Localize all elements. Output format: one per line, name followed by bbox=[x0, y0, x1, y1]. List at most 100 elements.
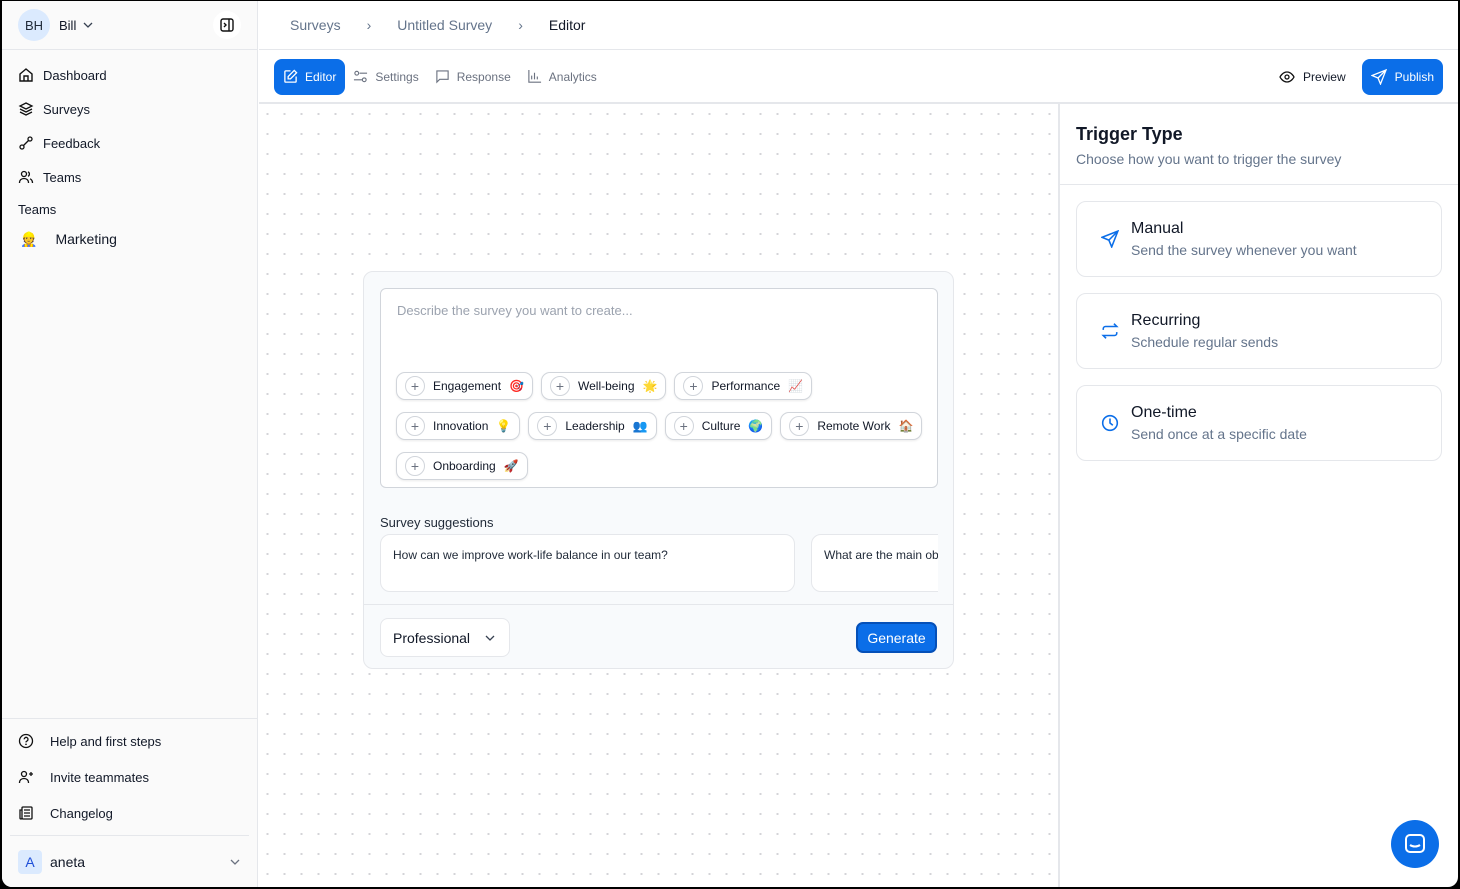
topic-chip[interactable]: + Well-being 🌟 bbox=[541, 372, 667, 400]
tab-editor[interactable]: Editor bbox=[274, 58, 346, 95]
changelog-label: Changelog bbox=[50, 805, 113, 821]
invite-label: Invite teammates bbox=[50, 769, 149, 785]
topic-chips: + Engagement 🎯 + Well-being 🌟 + Performance 📈 + In… bbox=[396, 372, 936, 480]
chip-label: Culture bbox=[701, 419, 741, 433]
tab-bar: Editor Settings Response Analytics Previ… bbox=[259, 51, 1458, 104]
tab-settings[interactable]: Settings bbox=[345, 59, 426, 95]
breadcrumb-surveys[interactable]: Surveys bbox=[290, 17, 341, 33]
plus-icon: + bbox=[673, 416, 694, 436]
suggestion-card[interactable]: How can we improve work-life balance in … bbox=[380, 534, 795, 592]
tab-response[interactable]: Response bbox=[427, 59, 519, 95]
user-plus-icon bbox=[18, 770, 33, 784]
topic-chip[interactable]: + Innovation 💡 bbox=[396, 412, 521, 440]
tone-value: Professional bbox=[393, 629, 471, 646]
publish-button[interactable]: Publish bbox=[1361, 58, 1443, 95]
chevron-right-icon: › bbox=[518, 17, 523, 33]
publish-label: Publish bbox=[1394, 69, 1434, 84]
tab-label: Response bbox=[456, 69, 511, 84]
chip-label: Innovation bbox=[433, 419, 489, 433]
survey-description-input[interactable]: Describe the survey you want to create..… bbox=[380, 288, 938, 488]
bar-chart-icon bbox=[528, 69, 541, 83]
trigger-option-recurring[interactable]: Recurring Schedule regular sends bbox=[1076, 293, 1442, 369]
breadcrumb: Surveys › Untitled Survey › Editor bbox=[259, 1, 1458, 50]
tab-label: Editor bbox=[305, 69, 337, 84]
tone-select[interactable]: Professional bbox=[380, 618, 510, 657]
trigger-option-one-time[interactable]: One-time Send once at a specific date bbox=[1076, 385, 1442, 461]
plus-icon: + bbox=[683, 376, 704, 396]
send-icon bbox=[1101, 230, 1119, 248]
topic-chip[interactable]: + Performance 📈 bbox=[674, 372, 813, 400]
generate-button[interactable]: Generate bbox=[856, 622, 937, 653]
account-switcher[interactable]: A aneta bbox=[10, 835, 249, 887]
chip-emoji-icon: 🌍 bbox=[748, 419, 764, 433]
chip-emoji-icon: 🌟 bbox=[642, 379, 658, 393]
edit-icon bbox=[284, 69, 298, 83]
sidebar-item-dashboard[interactable]: Dashboard bbox=[18, 58, 241, 92]
trigger-subtitle: Choose how you want to trigger the surve… bbox=[1076, 151, 1342, 167]
plus-icon: + bbox=[405, 416, 425, 436]
editor-canvas: Describe the survey you want to create..… bbox=[259, 104, 1060, 887]
topic-chip[interactable]: + Remote Work 🏠 bbox=[780, 412, 923, 440]
chat-icon bbox=[1405, 834, 1425, 853]
sidebar: BH Bill Dashboard Surveys Feedback Teams… bbox=[2, 1, 258, 887]
sidebar-header: BH Bill bbox=[2, 1, 257, 50]
invite-link[interactable]: Invite teammates bbox=[18, 759, 241, 795]
suggestion-card[interactable]: What are the main ob bbox=[811, 534, 938, 592]
sidebar-item-teams[interactable]: Teams bbox=[18, 160, 241, 194]
team-label: Marketing bbox=[55, 231, 117, 247]
clock-icon bbox=[1101, 414, 1119, 432]
account-name: aneta bbox=[50, 853, 86, 870]
divider bbox=[364, 604, 953, 605]
topic-chip[interactable]: + Engagement 🎯 bbox=[396, 372, 534, 400]
chip-label: Onboarding bbox=[433, 459, 496, 473]
sidebar-item-label: Feedback bbox=[43, 135, 101, 151]
chevron-down-icon bbox=[230, 859, 240, 865]
survey-generator-card: Describe the survey you want to create..… bbox=[363, 271, 954, 669]
chip-label: Engagement bbox=[433, 379, 502, 393]
breadcrumb-survey[interactable]: Untitled Survey bbox=[397, 17, 493, 33]
help-link[interactable]: Help and first steps bbox=[18, 723, 241, 759]
feedback-icon bbox=[19, 136, 33, 150]
chip-emoji-icon: 🎯 bbox=[509, 379, 525, 393]
worker-emoji-icon: 👷 bbox=[20, 230, 38, 247]
chat-support-button[interactable] bbox=[1391, 820, 1439, 868]
chip-label: Remote Work bbox=[817, 419, 891, 433]
option-desc: Schedule regular sends bbox=[1131, 334, 1279, 350]
chip-emoji-icon: 🚀 bbox=[503, 459, 519, 473]
home-icon bbox=[19, 68, 33, 82]
tab-label: Analytics bbox=[548, 69, 597, 84]
account-avatar: A bbox=[18, 849, 42, 874]
plus-icon: + bbox=[537, 416, 558, 436]
eye-icon bbox=[1279, 70, 1295, 83]
trigger-title: Trigger Type bbox=[1076, 124, 1183, 144]
plus-icon: + bbox=[405, 456, 425, 476]
topic-chip[interactable]: + Onboarding 🚀 bbox=[396, 452, 528, 480]
breadcrumb-current: Editor bbox=[548, 17, 586, 33]
repeat-icon bbox=[1101, 323, 1119, 339]
chevron-down-icon[interactable] bbox=[82, 19, 94, 31]
users-icon bbox=[18, 170, 34, 184]
chip-emoji-icon: 📈 bbox=[788, 379, 804, 393]
sidebar-item-label: Dashboard bbox=[43, 67, 107, 83]
trigger-option-manual[interactable]: Manual Send the survey whenever you want bbox=[1076, 201, 1442, 277]
team-item-marketing[interactable]: 👷 Marketing bbox=[18, 222, 241, 256]
collapse-sidebar-button[interactable] bbox=[213, 11, 241, 39]
chevron-down-icon bbox=[485, 635, 495, 641]
sidebar-item-feedback[interactable]: Feedback bbox=[18, 126, 241, 160]
topic-chip[interactable]: + Leadership 👥 bbox=[528, 412, 657, 440]
user-name[interactable]: Bill bbox=[59, 17, 77, 33]
plus-icon: + bbox=[550, 376, 571, 396]
message-square-icon bbox=[436, 70, 449, 84]
changelog-link[interactable]: Changelog bbox=[18, 795, 241, 831]
tab-analytics[interactable]: Analytics bbox=[519, 59, 605, 95]
sidebar-nav: Dashboard Surveys Feedback Teams Teams 👷… bbox=[2, 50, 257, 264]
preview-button[interactable]: Preview bbox=[1279, 69, 1346, 85]
sidebar-item-label: Teams bbox=[43, 169, 82, 185]
chip-emoji-icon: 👥 bbox=[632, 419, 648, 433]
sidebar-footer: Help and first steps Invite teammates Ch… bbox=[2, 718, 257, 887]
topic-chip[interactable]: + Culture 🌍 bbox=[664, 412, 773, 440]
sidebar-item-label: Surveys bbox=[43, 101, 90, 117]
user-avatar[interactable]: BH bbox=[18, 9, 50, 41]
sidebar-item-surveys[interactable]: Surveys bbox=[18, 92, 241, 126]
